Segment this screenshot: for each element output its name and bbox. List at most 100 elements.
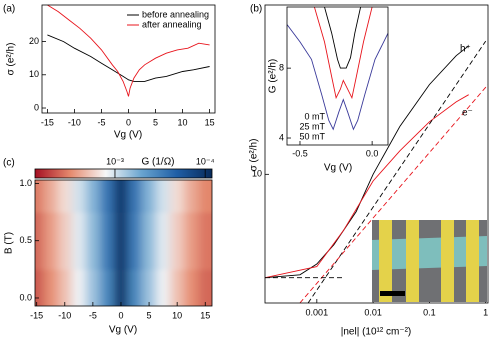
heatmap-cell xyxy=(198,269,212,306)
heatmap-cell xyxy=(198,212,212,270)
x-tick-label: 5 xyxy=(147,310,152,320)
x-tick-label: 0.01 xyxy=(364,307,382,317)
x-tick-label: 0 xyxy=(126,117,131,127)
x-tick-label: 0.001 xyxy=(306,307,329,317)
heatmap-cell xyxy=(85,212,101,270)
x-tick-label: -5 xyxy=(97,117,105,127)
heatmap-cell xyxy=(184,212,199,270)
x-tick-label: 10 xyxy=(178,117,188,127)
y-tick-label: 0 xyxy=(34,102,39,112)
y-tick-label: 1.0 xyxy=(19,178,32,188)
plot-area xyxy=(47,5,210,97)
colorbar-label: G (1/Ω) xyxy=(141,157,174,168)
heatmap-cell xyxy=(113,212,129,270)
x-tick-label: -15 xyxy=(30,310,43,320)
heatmap-cell xyxy=(57,180,73,213)
heatmap-cell xyxy=(184,180,199,213)
y-tick-label: 10 xyxy=(29,69,39,79)
y-tick-label: 0.0 xyxy=(19,292,32,302)
heatmap-cell xyxy=(170,269,185,306)
heatmap-cell xyxy=(35,212,45,270)
y-tick-label: 4 xyxy=(279,132,284,142)
heatmap-cell xyxy=(35,180,45,213)
heatmap-cell xyxy=(156,180,171,213)
heatmap-area xyxy=(35,180,212,306)
y-tick-label: 8 xyxy=(279,63,284,73)
heatmap-cell xyxy=(85,269,101,306)
x-tick-label: 15 xyxy=(205,117,215,127)
heatmap-cell xyxy=(71,212,87,270)
heatmap-cell xyxy=(170,212,185,270)
x-axis-label: Vg (V) xyxy=(109,325,137,336)
panel-label: (b) xyxy=(250,4,262,15)
annotation: e⁻ xyxy=(462,108,473,119)
heatmap-cell xyxy=(127,212,143,270)
x-axis-label: |nel| (10¹² cm⁻²) xyxy=(341,327,411,338)
x-tick-label: 0.0 xyxy=(366,148,379,158)
series-line xyxy=(313,7,373,100)
heatmap-cell xyxy=(127,269,143,306)
legend-label: 0 mT xyxy=(304,111,325,121)
heatmap-cell xyxy=(142,180,157,213)
heatmap-cell xyxy=(99,180,115,213)
y-axis-label: G (e²/h) xyxy=(268,59,279,93)
y-axis-label: σ (e²/h) xyxy=(6,43,17,76)
heatmap-cell xyxy=(43,269,59,306)
heatmap-cell xyxy=(43,212,59,270)
heatmap-cell xyxy=(35,269,45,306)
legend-label: before annealing xyxy=(142,9,209,19)
heatmap-cell xyxy=(43,180,59,213)
colorbar-tick-label: 10⁻⁴ xyxy=(196,156,215,166)
device-image xyxy=(372,220,487,302)
series-line xyxy=(47,34,210,82)
heatmap-cell xyxy=(142,212,157,270)
heatmap-cell xyxy=(99,269,115,306)
panel-label: (a) xyxy=(3,4,15,15)
heatmap-cell xyxy=(113,180,129,213)
inset-background xyxy=(287,7,388,145)
y-axis-label: σ (e²/h) xyxy=(249,139,260,172)
x-tick-label: 0.1 xyxy=(423,307,436,317)
heatmap-cell xyxy=(71,180,87,213)
series-line xyxy=(265,94,469,279)
series-line xyxy=(299,84,488,303)
legend-label: 50 mT xyxy=(299,131,325,141)
heatmap-cell xyxy=(57,269,73,306)
heatmap-cell xyxy=(156,269,171,306)
y-axis-label: B (T) xyxy=(4,232,15,254)
heatmap-cell xyxy=(142,269,157,306)
plot-area xyxy=(265,40,488,303)
x-tick-label: -10 xyxy=(68,117,81,127)
x-tick-label: 15 xyxy=(200,310,210,320)
series-line xyxy=(47,5,210,97)
heatmap-cell xyxy=(99,212,115,270)
annotation: h⁺ xyxy=(460,44,471,55)
heatmap-cell xyxy=(170,180,185,213)
plot-area xyxy=(287,7,388,131)
y-tick-label: 0.5 xyxy=(19,235,32,245)
x-tick-label: -5 xyxy=(89,310,97,320)
axes-frame xyxy=(264,4,489,304)
colorbar xyxy=(34,168,213,179)
heatmap-cell xyxy=(198,180,212,213)
heatmap-cell xyxy=(184,269,199,306)
legend-label: 25 mT xyxy=(299,121,325,131)
x-tick-label: 5 xyxy=(153,117,158,127)
x-tick-label: 0 xyxy=(118,310,123,320)
series-line xyxy=(265,45,469,279)
x-tick-label: -10 xyxy=(58,310,71,320)
heatmap-cell xyxy=(85,180,101,213)
axes-frame xyxy=(34,179,213,307)
legend-label: after annealing xyxy=(142,19,202,29)
panel-label: (c) xyxy=(3,158,15,169)
x-tick-label: 10 xyxy=(172,310,182,320)
heatmap-cell xyxy=(71,269,87,306)
y-tick-label: 10 xyxy=(252,169,262,179)
x-axis-label: Vg (V) xyxy=(114,130,142,141)
x-axis-label: Vg (V) xyxy=(324,163,352,174)
heatmap-cell xyxy=(57,212,73,270)
heatmap-cell xyxy=(156,212,171,270)
heatmap-cell xyxy=(113,269,129,306)
series-line xyxy=(287,24,388,131)
